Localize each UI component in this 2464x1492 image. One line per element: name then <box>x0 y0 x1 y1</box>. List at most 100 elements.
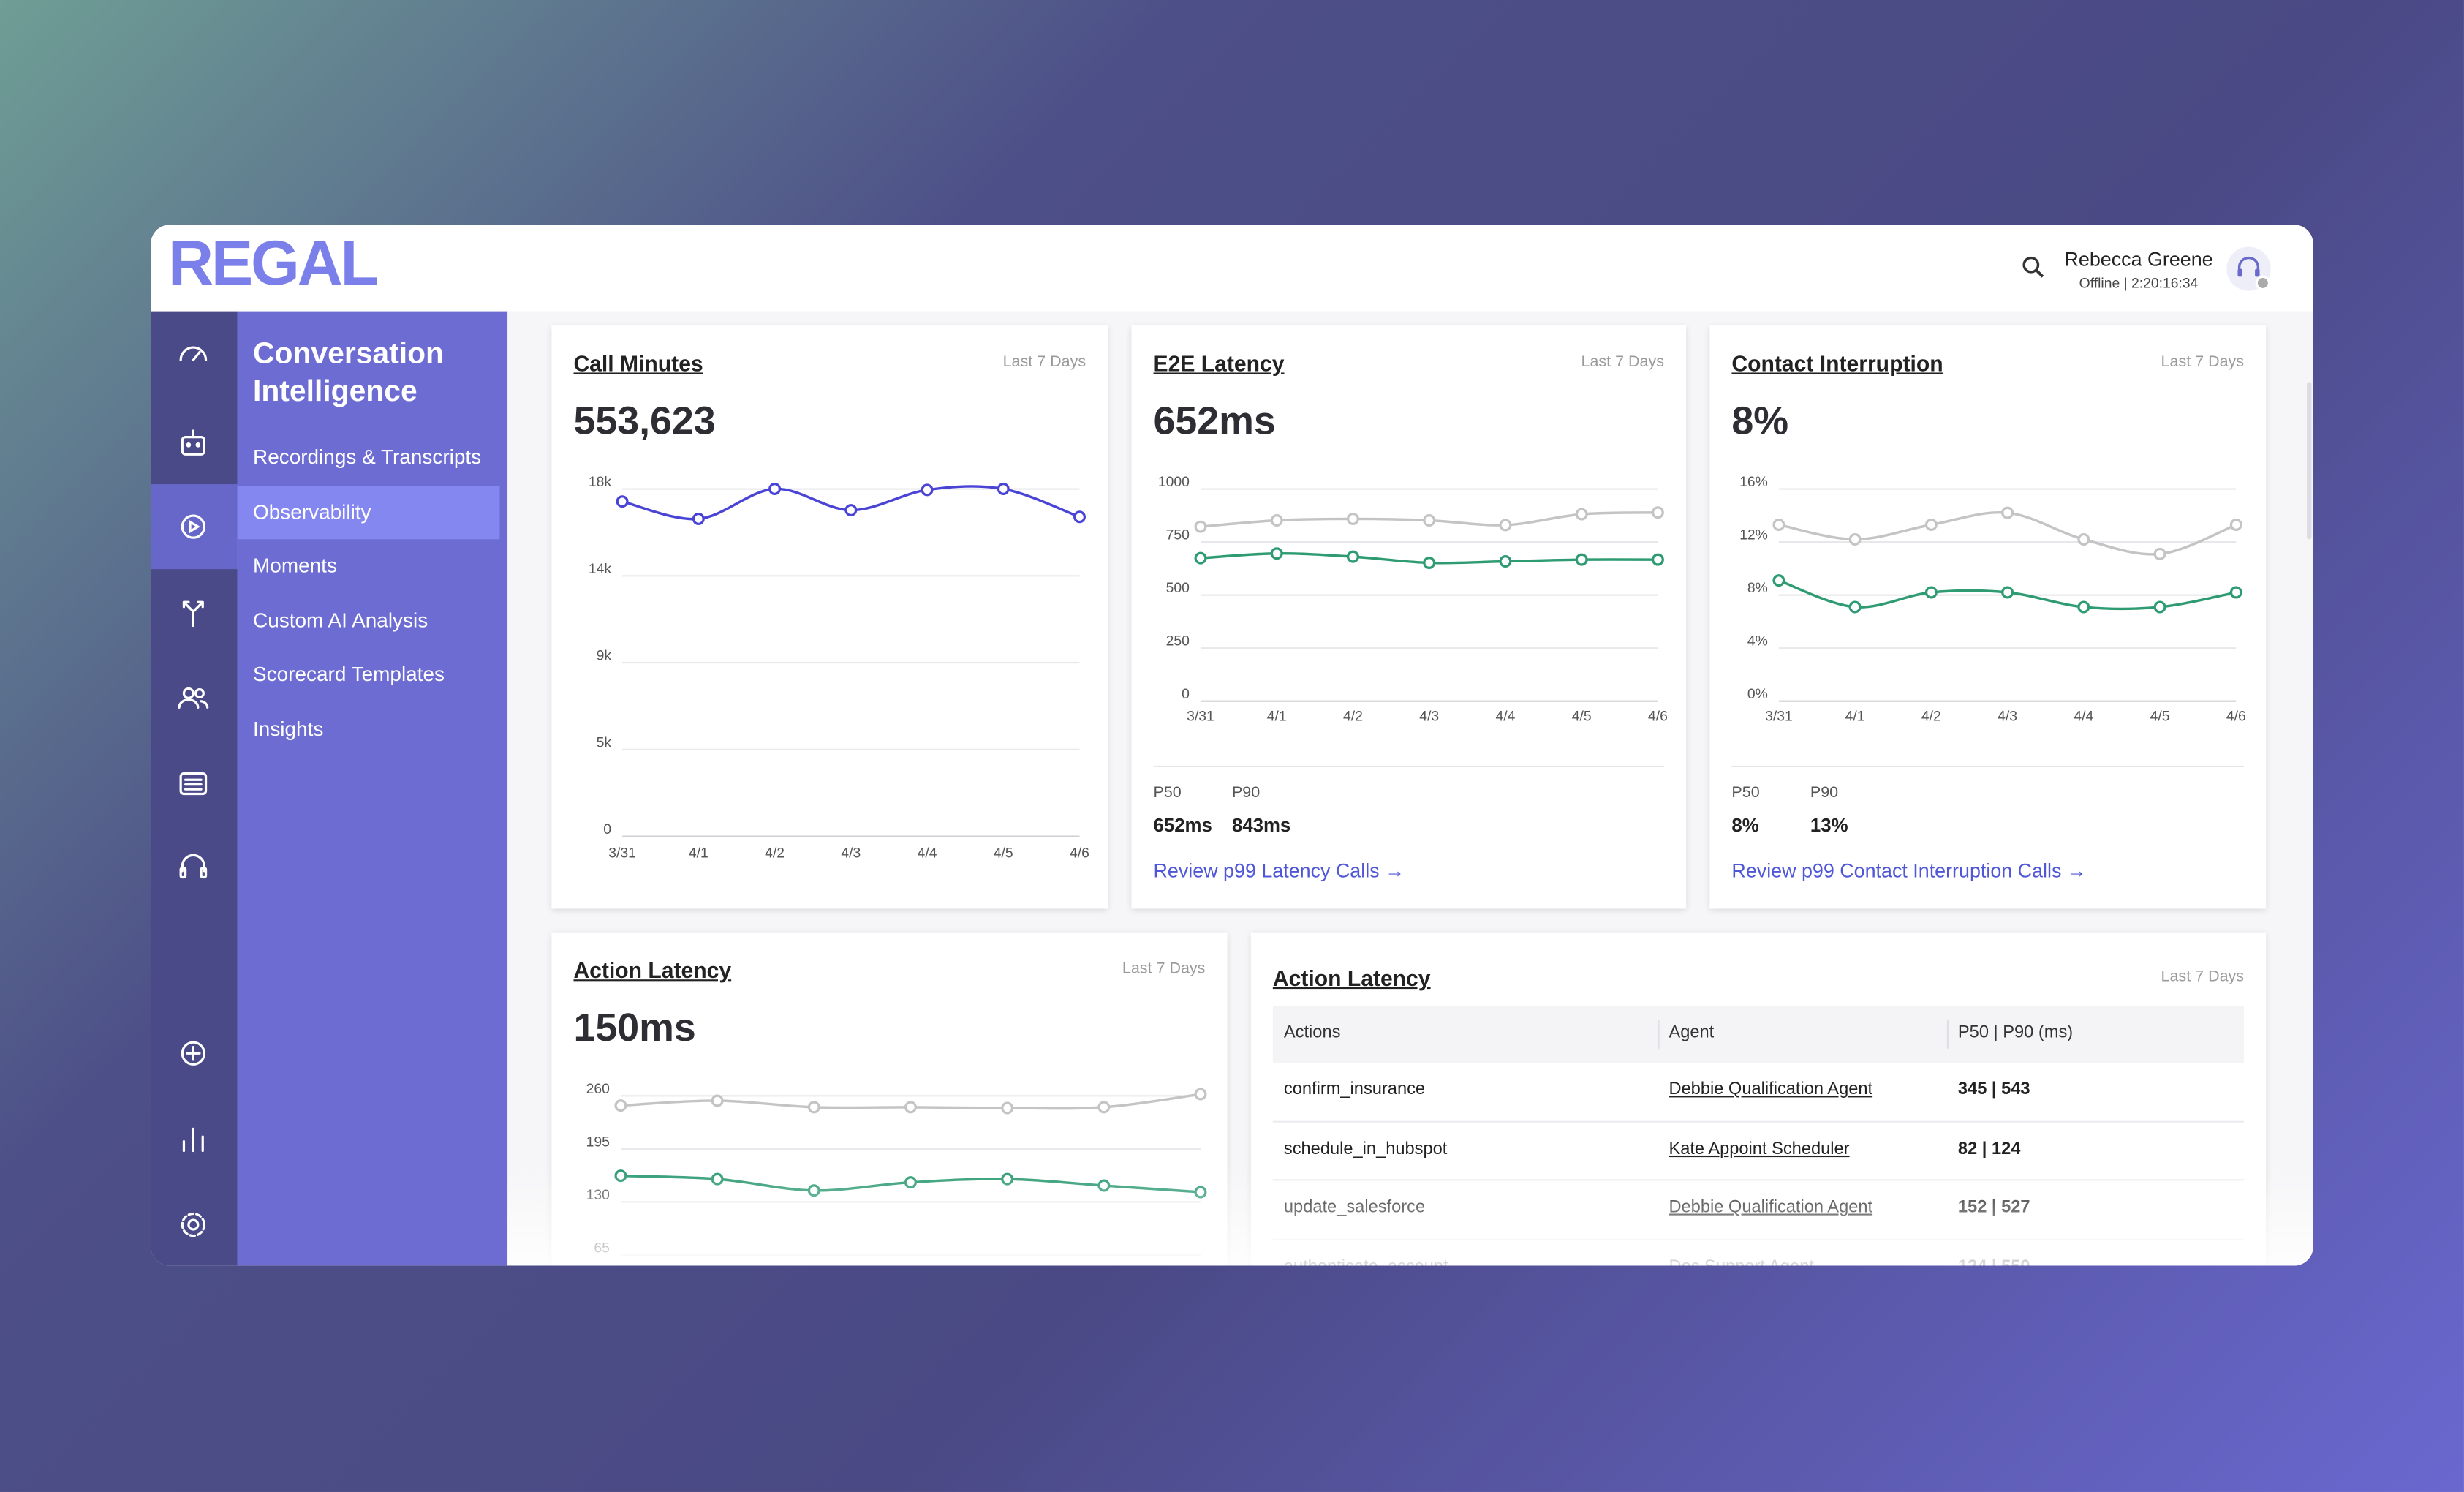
data-point <box>2001 586 2014 599</box>
data-point <box>616 495 629 508</box>
column-separator <box>1658 1020 1660 1049</box>
x-tick-label: 4/6 <box>2226 708 2246 724</box>
stat-value: 652ms <box>1153 814 1212 837</box>
icon-rail <box>151 311 238 1266</box>
content: Call Minutes Last 7 Days 553,623 0 5k 9k 14k 18… <box>507 311 2313 1266</box>
y-tick-label: 0 <box>1182 686 1190 702</box>
stat-label: P50 <box>1153 784 1182 802</box>
card-title[interactable]: Action Latency <box>573 957 732 983</box>
nav-item[interactable]: Recordings & Transcripts <box>253 445 482 469</box>
settings-icon[interactable] <box>181 1212 206 1237</box>
dashboard-icon[interactable] <box>179 346 208 361</box>
data-point <box>1651 553 1664 566</box>
data-point <box>1848 600 1862 614</box>
data-point <box>1073 510 1086 524</box>
data-point <box>1423 513 1436 527</box>
x-tick-label: 4/1 <box>1267 708 1287 724</box>
app-window: REGAL Rebecca Greene Offline | 2:20:16:3… <box>151 225 2313 1266</box>
data-point <box>1772 574 1785 587</box>
metric-card: Call Minutes Last 7 Days 553,623 0 5k 9k 14k 18… <box>551 325 1108 909</box>
metric-card: Contact Interruption Last 7 Days 8% 0% 4% 8% 1… <box>1709 325 2267 909</box>
stat-label: P90 <box>1810 784 1839 802</box>
x-tick-label: 4/4 <box>2074 708 2093 724</box>
data-point <box>1575 553 1588 566</box>
headline-value: 652ms <box>1153 399 1276 444</box>
x-tick-label: 3/31 <box>1765 708 1793 724</box>
x-tick-label: 4/2 <box>1343 708 1363 724</box>
x-tick-label: 4/1 <box>689 845 708 861</box>
y-tick-label: 16% <box>1739 474 1768 490</box>
table-cell: 345 | 543 <box>1957 1080 2030 1099</box>
ai-icon[interactable] <box>181 1041 206 1066</box>
y-tick-label: 14k <box>589 561 611 577</box>
review-link[interactable]: Review p99 Latency Calls → <box>1153 859 1405 882</box>
x-tick-label: 4/5 <box>994 845 1013 861</box>
nav-item[interactable]: Scorecard Templates <box>253 661 445 686</box>
card-period: Last 7 Days <box>1122 960 1206 979</box>
scrollbar[interactable] <box>2307 382 2312 540</box>
headset-icon[interactable] <box>179 854 208 879</box>
x-tick-label: 4/4 <box>1495 708 1515 724</box>
headline-value: 150ms <box>573 1006 696 1050</box>
line-chart: 0 250 500 750 1000 3/31 4/1 4/2 4/3 4/4 4/5 4/6 <box>1158 474 1668 724</box>
y-tick-label: 9k <box>597 648 612 664</box>
card-title[interactable]: Contact Interruption <box>1731 350 1943 376</box>
data-point <box>1346 550 1359 563</box>
card-title[interactable]: E2E Latency <box>1153 350 1285 376</box>
data-point <box>2001 506 2014 519</box>
y-tick-label: 195 <box>586 1134 610 1150</box>
user-name: Rebecca Greene <box>2064 248 2213 271</box>
data-point <box>807 1101 820 1114</box>
top-bar: REGAL Rebecca Greene Offline | 2:20:16:3… <box>151 225 2313 313</box>
rail-icons <box>151 346 238 1237</box>
y-tick-label: 12% <box>1739 527 1768 543</box>
play-icon[interactable] <box>181 514 206 539</box>
data-point <box>1270 513 1283 527</box>
y-tick-label: 1000 <box>1158 474 1190 490</box>
card-period: Last 7 Days <box>1581 353 1665 372</box>
card-title[interactable]: Call Minutes <box>573 350 703 376</box>
logo[interactable]: REGAL <box>167 229 379 299</box>
routing-icon[interactable] <box>182 600 204 628</box>
list-icon[interactable] <box>179 772 208 796</box>
bottom-fade <box>507 1168 2313 1266</box>
line-chart: 0% 4% 8% 12% 16% 3/31 4/1 4/2 4/3 4/4 4/5 4/6 <box>1739 474 2246 724</box>
table-cell[interactable]: Debbie Qualification Agent <box>1669 1080 1873 1099</box>
analytics-icon[interactable] <box>182 1127 204 1153</box>
nav-item[interactable]: Custom AI Analysis <box>253 607 428 632</box>
review-link[interactable]: Review p99 Contact Interruption Calls → <box>1731 859 2087 882</box>
nav-item[interactable]: Moments <box>253 553 337 577</box>
y-tick-label: 8% <box>1747 580 1768 596</box>
data-point <box>692 512 705 525</box>
data-point <box>1346 512 1359 525</box>
data-point <box>904 1101 917 1114</box>
nav-item[interactable]: Observability <box>237 485 500 539</box>
x-tick-label: 4/3 <box>1998 708 2017 724</box>
x-tick-label: 4/1 <box>1845 708 1865 724</box>
agent-avatar[interactable] <box>2225 245 2275 295</box>
sub-navigation: Conversation Intelligence Recordings & T… <box>237 311 508 1266</box>
stat-label: P90 <box>1231 784 1261 802</box>
y-tick-label: 260 <box>586 1081 610 1097</box>
nav-item[interactable]: Insights <box>253 716 324 740</box>
data-point <box>2077 600 2090 614</box>
y-tick-label: 0 <box>603 821 611 837</box>
stat-value: 8% <box>1731 814 1759 837</box>
y-tick-label: 5k <box>597 734 612 750</box>
table-cell: confirm_insurance <box>1283 1080 1426 1099</box>
table-cell[interactable]: Kate Appoint Scheduler <box>1669 1139 1850 1158</box>
data-point <box>2077 532 2090 546</box>
search-icon[interactable] <box>2021 255 2046 279</box>
card-period: Last 7 Days <box>2161 353 2245 372</box>
metric-card: E2E Latency Last 7 Days 652ms 0 250 500 750 100… <box>1131 325 1687 909</box>
y-tick-label: 18k <box>589 474 611 490</box>
contacts-icon[interactable] <box>178 687 209 709</box>
y-tick-label: 0% <box>1747 686 1768 702</box>
data-point <box>1848 532 1862 546</box>
x-tick-label: 4/6 <box>1648 708 1668 724</box>
data-point <box>844 504 858 517</box>
data-point <box>1575 508 1588 521</box>
bot-icon[interactable] <box>181 429 206 456</box>
card-title[interactable]: Action Latency <box>1272 965 1431 991</box>
